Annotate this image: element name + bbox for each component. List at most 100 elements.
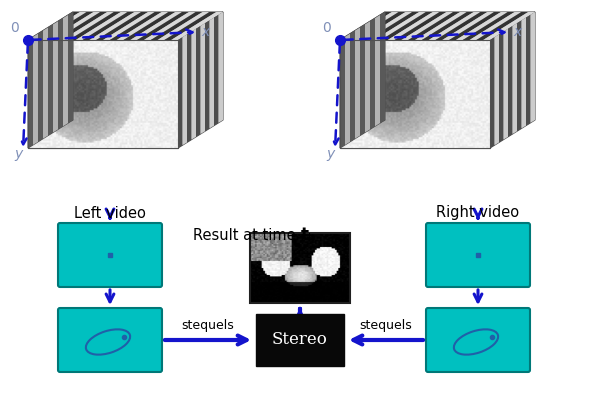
Text: x: x: [201, 25, 209, 39]
Polygon shape: [345, 34, 350, 145]
Polygon shape: [69, 12, 121, 40]
Polygon shape: [521, 17, 526, 129]
Polygon shape: [214, 15, 218, 126]
Polygon shape: [137, 12, 189, 40]
Polygon shape: [41, 12, 94, 40]
Polygon shape: [63, 15, 68, 126]
Polygon shape: [442, 12, 494, 40]
Polygon shape: [408, 12, 460, 40]
Text: 0: 0: [322, 21, 331, 35]
Polygon shape: [62, 12, 114, 40]
Polygon shape: [530, 12, 535, 123]
Polygon shape: [178, 12, 223, 148]
Polygon shape: [360, 25, 365, 136]
Text: y: y: [326, 147, 334, 161]
Polygon shape: [28, 12, 73, 148]
Polygon shape: [171, 12, 223, 40]
Polygon shape: [355, 27, 360, 139]
Text: k: k: [308, 233, 314, 243]
Polygon shape: [490, 37, 494, 148]
Polygon shape: [164, 12, 216, 40]
Polygon shape: [456, 12, 508, 40]
Text: Result at time: Result at time: [193, 228, 300, 243]
Polygon shape: [96, 12, 148, 40]
Polygon shape: [196, 26, 200, 137]
Polygon shape: [503, 29, 508, 140]
FancyBboxPatch shape: [58, 223, 162, 287]
Polygon shape: [144, 12, 196, 40]
Polygon shape: [205, 20, 209, 131]
Polygon shape: [499, 32, 503, 142]
Polygon shape: [494, 35, 499, 145]
Polygon shape: [110, 12, 161, 40]
Polygon shape: [28, 37, 33, 148]
Polygon shape: [470, 12, 521, 40]
Polygon shape: [200, 23, 205, 134]
Polygon shape: [361, 12, 412, 40]
Polygon shape: [103, 12, 155, 40]
Polygon shape: [178, 37, 182, 148]
Polygon shape: [436, 12, 487, 40]
Polygon shape: [415, 12, 467, 40]
Polygon shape: [68, 12, 73, 123]
Polygon shape: [158, 12, 209, 40]
Polygon shape: [151, 12, 203, 40]
Polygon shape: [508, 26, 512, 137]
Bar: [250, 233, 350, 303]
Polygon shape: [124, 12, 175, 40]
Polygon shape: [388, 12, 440, 40]
Polygon shape: [367, 12, 419, 40]
Polygon shape: [76, 12, 128, 40]
Text: y: y: [14, 147, 22, 161]
Text: 0: 0: [10, 21, 19, 35]
Text: Stereo: Stereo: [272, 332, 328, 349]
Polygon shape: [347, 12, 398, 40]
Text: $\mathbf{t}$: $\mathbf{t}$: [300, 226, 310, 244]
Text: stequels: stequels: [359, 319, 412, 332]
Polygon shape: [55, 12, 107, 40]
Polygon shape: [33, 34, 38, 145]
Polygon shape: [381, 12, 433, 40]
Polygon shape: [182, 35, 187, 145]
Polygon shape: [48, 25, 53, 136]
Polygon shape: [340, 37, 345, 148]
Polygon shape: [340, 40, 490, 148]
Polygon shape: [28, 12, 80, 40]
Polygon shape: [463, 12, 515, 40]
Polygon shape: [401, 12, 453, 40]
Polygon shape: [449, 12, 501, 40]
Polygon shape: [517, 20, 521, 131]
Bar: [256, 314, 344, 366]
FancyBboxPatch shape: [426, 308, 530, 372]
Text: x: x: [513, 25, 521, 39]
Polygon shape: [38, 31, 43, 142]
FancyBboxPatch shape: [58, 308, 162, 372]
Polygon shape: [53, 21, 58, 132]
Polygon shape: [353, 12, 406, 40]
Polygon shape: [365, 21, 370, 132]
Polygon shape: [526, 15, 530, 126]
Polygon shape: [375, 15, 380, 126]
Text: stequels: stequels: [182, 319, 235, 332]
Polygon shape: [28, 12, 223, 40]
Polygon shape: [483, 12, 535, 40]
Polygon shape: [370, 18, 375, 129]
Polygon shape: [350, 31, 355, 142]
Polygon shape: [35, 12, 86, 40]
FancyBboxPatch shape: [426, 223, 530, 287]
Polygon shape: [428, 12, 481, 40]
Polygon shape: [512, 23, 517, 134]
Polygon shape: [340, 12, 385, 148]
Polygon shape: [187, 32, 191, 142]
Polygon shape: [191, 29, 196, 140]
Polygon shape: [218, 12, 223, 123]
Polygon shape: [374, 12, 426, 40]
Polygon shape: [340, 12, 535, 40]
Polygon shape: [89, 12, 141, 40]
Polygon shape: [49, 12, 100, 40]
Polygon shape: [58, 18, 63, 129]
Polygon shape: [490, 12, 535, 148]
Polygon shape: [422, 12, 473, 40]
Polygon shape: [340, 12, 392, 40]
Polygon shape: [476, 12, 528, 40]
